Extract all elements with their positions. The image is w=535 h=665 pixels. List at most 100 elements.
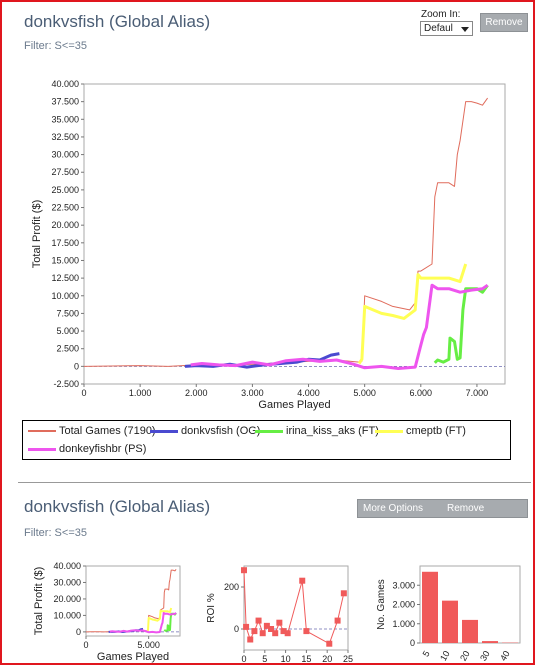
y-tick-label: 5.000 (56, 326, 79, 336)
zoom-label: Zoom In: (421, 9, 460, 20)
y-tick-label: 17.500 (51, 238, 79, 248)
y-tick-label: 20.000 (53, 594, 81, 604)
y-tick-label: -2.500 (53, 379, 79, 389)
y-tick-label: 3.000 (392, 580, 415, 590)
y-tick-label: 12.500 (51, 273, 79, 283)
more-options-button[interactable]: More Options (363, 500, 423, 517)
legend-item-irina: irina_kiss_aks (FT) (255, 425, 379, 437)
roi-point (335, 618, 341, 624)
legend-item-cmeptb: cmeptb (FT) (375, 425, 466, 437)
x-tick-label: 25 (343, 654, 353, 663)
y-tick-label: 10.000 (51, 291, 79, 301)
roi-point (326, 641, 332, 647)
roi-point (341, 590, 347, 596)
y-tick-label: 22.500 (51, 203, 79, 213)
roi-point (256, 618, 262, 624)
x-tick-label: 0 (83, 640, 88, 650)
y-tick-label: 0 (74, 361, 79, 371)
y-tick-label: 30.000 (53, 577, 81, 587)
panel2-button-bar: More Options Remove (357, 499, 528, 518)
x-tick-label: 6.000 (410, 388, 433, 398)
legend-item-total: Total Games (7190) (28, 425, 156, 437)
histogram-bar (462, 620, 478, 643)
x-tick-label: 3.000 (241, 388, 264, 398)
plot-area (84, 84, 505, 384)
roi-point (299, 578, 305, 584)
y-tick-label: 10.000 (53, 610, 81, 620)
panel2-title: donkvsfish (Global Alias) (24, 497, 210, 517)
y-tick-label: 40.000 (51, 79, 79, 89)
histogram-bar (482, 641, 498, 643)
x-tick-label: 7.000 (466, 388, 489, 398)
plot-area (244, 566, 348, 650)
x-tick-label: 1.000 (129, 388, 152, 398)
y-tick-label: 15.000 (51, 255, 79, 265)
roi-point (247, 637, 253, 643)
y-axis-label: Total Profit ($) (31, 200, 43, 268)
x-tick-label: 5 (421, 649, 432, 658)
y-tick-label: 37.500 (51, 97, 79, 107)
y-tick-label: 27.500 (51, 167, 79, 177)
legend-item-donkeyfishbr: donkeyfishbr (PS) (28, 443, 146, 455)
x-tick-label: 15 (301, 654, 311, 663)
x-tick-label: 0 (81, 388, 86, 398)
y-tick-label: 0 (76, 627, 81, 637)
y-tick-label: 25.000 (51, 185, 79, 195)
legend-item-donkvsfish: donkvsfish (OG) (150, 425, 260, 437)
x-tick-label: 30 (478, 649, 492, 663)
remove-button-2[interactable]: Remove (447, 500, 484, 517)
x-tick-label: 5.000 (137, 640, 160, 650)
histogram-bar (442, 601, 458, 643)
y-tick-label: 0 (410, 638, 415, 648)
y-tick-label: 0 (234, 624, 239, 634)
x-tick-label: 10 (438, 649, 452, 663)
roi-point (251, 628, 257, 634)
histogram-bar (422, 572, 438, 643)
y-tick-label: 40.000 (53, 561, 81, 571)
roi-point (241, 567, 247, 573)
x-axis-label: Games Played (97, 651, 169, 663)
x-tick-label: 5.000 (353, 388, 376, 398)
y-axis-label: No. Games (376, 579, 387, 630)
chart-legend: Total Games (7190) donkvsfish (OG) irina… (22, 420, 511, 460)
y-tick-label: 200 (224, 582, 239, 592)
zoom-select-value: Defaul (424, 23, 453, 34)
y-tick-label: 2.000 (392, 600, 415, 610)
x-tick-label: 20 (322, 654, 332, 663)
y-tick-label: 30.000 (51, 150, 79, 160)
panel-filter: Filter: S<=35 (24, 40, 87, 52)
y-tick-label: 7.500 (56, 308, 79, 318)
roi-point (303, 628, 309, 634)
x-tick-label: 2.000 (185, 388, 208, 398)
y-tick-label: 20.000 (51, 220, 79, 230)
x-tick-label: 20 (458, 649, 472, 663)
plot-area (86, 566, 180, 636)
panel2-filter: Filter: S<=35 (24, 527, 87, 539)
panel-title: donkvsfish (Global Alias) (24, 12, 210, 32)
remove-button[interactable]: Remove (480, 13, 528, 32)
y-axis-label: Total Profit ($) (33, 567, 45, 635)
y-tick-label: 1.000 (392, 619, 415, 629)
roi-point (285, 630, 291, 636)
roi-point (243, 624, 249, 630)
x-tick-label: 40 (498, 649, 512, 663)
x-tick-label: 5 (262, 654, 267, 663)
roi-point (260, 630, 266, 636)
games-histogram: 0 1.000 2.000 3.000 5 10 20 30 40 No. Games (370, 556, 530, 663)
roi-point (272, 630, 278, 636)
roi-chart: 0 200 0 5 10 15 20 25 ROI % (200, 556, 360, 663)
x-tick-label: 4.000 (297, 388, 320, 398)
panel-divider (18, 482, 531, 483)
profit-chart: -2.50002.5005.0007.50010.00012.50015.000… (0, 60, 535, 420)
x-tick-label: 0 (241, 654, 246, 663)
x-axis-label: Games Played (258, 399, 330, 411)
y-tick-label: 32.500 (51, 132, 79, 142)
y-tick-label: 35.000 (51, 114, 79, 124)
y-axis-label: ROI % (206, 593, 217, 623)
zoom-select[interactable]: Defaul (420, 21, 473, 36)
y-tick-label: 2.500 (56, 344, 79, 354)
x-tick-label: 10 (281, 654, 291, 663)
chevron-down-icon (461, 27, 469, 32)
roi-point (276, 620, 282, 626)
